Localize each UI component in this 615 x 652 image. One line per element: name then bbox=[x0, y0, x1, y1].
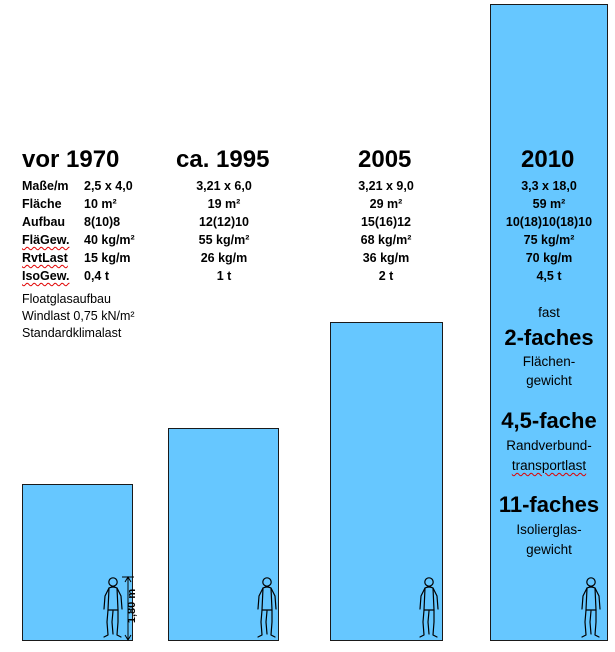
value-1995-structure: 12(12)10 bbox=[198, 215, 250, 229]
value-2010-structure: 10(18)10(18)10 bbox=[505, 215, 593, 229]
value-2005-structure: 15(16)12 bbox=[360, 215, 412, 229]
label-area: Fläche bbox=[22, 197, 62, 211]
glass-pane-2005 bbox=[330, 322, 443, 641]
person-icon bbox=[96, 576, 130, 638]
value-2010-dimensions: 3,3 x 18,0 bbox=[521, 179, 577, 193]
year-2005: 2005 bbox=[358, 146, 412, 173]
glass-pane-1970 bbox=[22, 484, 133, 641]
value-1970-area: 10 m² bbox=[84, 197, 117, 211]
label-structure: Aufbau bbox=[22, 215, 66, 229]
label-area-weight: FläGew. bbox=[22, 233, 70, 247]
year-2010: 2010 bbox=[521, 146, 575, 173]
height-dimension-arrow bbox=[122, 576, 134, 641]
value-2010-edge-load: 70 kg/m bbox=[525, 251, 573, 265]
year-1995: ca. 1995 bbox=[176, 146, 270, 173]
label-dimensions: Maße/m bbox=[22, 179, 69, 193]
person-icon bbox=[412, 576, 446, 638]
person-icon bbox=[574, 576, 608, 638]
annotation-11-fold: 11-faches bbox=[498, 492, 600, 517]
label-iso-weight: IsoGew. bbox=[22, 269, 70, 283]
glass-pane-1995 bbox=[168, 428, 279, 641]
annotation-area: Flächen- bbox=[522, 354, 576, 369]
glass-pane-2010 bbox=[490, 4, 608, 641]
annotation-edge-seal: Randverbund- bbox=[506, 438, 592, 453]
annotation-4-5-fold: 4,5-fache bbox=[501, 408, 597, 433]
value-2010-area-weight: 75 kg/m² bbox=[523, 233, 575, 247]
value-2005-edge-load: 36 kg/m bbox=[362, 251, 410, 265]
value-1995-edge-load: 26 kg/m bbox=[200, 251, 248, 265]
annotation-insulating-glass: Isolierglas- bbox=[516, 522, 582, 537]
value-1995-iso-weight: 1 t bbox=[216, 269, 232, 283]
annotation-transport-load: transportlast bbox=[489, 457, 609, 474]
annotation-fast: fast bbox=[538, 305, 560, 320]
note-float-glass: Floatglasaufbau bbox=[22, 292, 111, 306]
value-1970-area-weight: 40 kg/m² bbox=[84, 233, 135, 247]
note-wind-load: Windlast 0,75 kN/m² bbox=[22, 309, 135, 323]
person-height-label: 1,80 m bbox=[126, 588, 138, 624]
label-edge-load: RvtLast bbox=[22, 251, 68, 265]
annotation-weight: gewicht bbox=[526, 373, 572, 388]
annotation-weight-2: gewicht bbox=[526, 542, 572, 557]
value-2005-area-weight: 68 kg/m² bbox=[360, 233, 412, 247]
value-1970-dimensions: 2,5 x 4,0 bbox=[84, 179, 133, 193]
value-2005-area: 29 m² bbox=[369, 197, 403, 211]
value-1970-structure: 8(10)8 bbox=[84, 215, 121, 229]
year-1970: vor 1970 bbox=[22, 146, 120, 173]
value-1970-iso-weight: 0,4 t bbox=[84, 269, 110, 283]
value-2005-dimensions: 3,21 x 9,0 bbox=[358, 179, 414, 193]
person-icon bbox=[250, 576, 284, 638]
value-1995-area: 19 m² bbox=[207, 197, 241, 211]
value-1995-dimensions: 3,21 x 6,0 bbox=[196, 179, 252, 193]
value-2005-iso-weight: 2 t bbox=[378, 269, 394, 283]
value-2010-area: 59 m² bbox=[532, 197, 566, 211]
note-climate-load: Standardklimalast bbox=[22, 326, 122, 340]
value-1995-area-weight: 55 kg/m² bbox=[198, 233, 250, 247]
value-1970-edge-load: 15 kg/m bbox=[84, 251, 131, 265]
annotation-transport-load-text: transportlast bbox=[511, 458, 587, 473]
value-2010-iso-weight: 4,5 t bbox=[536, 269, 562, 283]
annotation-2-fold: 2-faches bbox=[504, 325, 594, 350]
